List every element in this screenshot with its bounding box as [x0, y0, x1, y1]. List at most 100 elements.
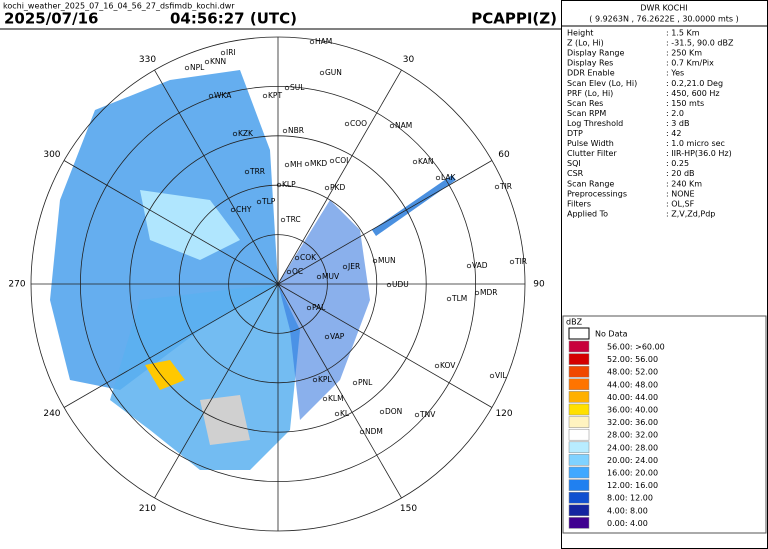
legend-swatch — [568, 441, 590, 454]
parameter-value: : -31.5, 90.0 dBZ — [666, 39, 734, 48]
parameter-value: : 0.2,21.0 Deg — [666, 79, 723, 88]
parameter-key: Preprocessings — [567, 189, 627, 198]
place-label: WKA — [214, 91, 232, 100]
place-label: NPL — [190, 63, 205, 72]
place-label: JER — [347, 262, 360, 271]
echo-area — [110, 284, 300, 470]
place-marker — [489, 373, 495, 379]
place-label: DON — [385, 407, 402, 416]
azimuth-spoke — [277, 283, 493, 408]
place-label: PKD — [330, 183, 345, 192]
legend-swatch — [568, 428, 590, 441]
place-label: UDU — [392, 280, 409, 289]
legend-label: 56.00: >60.00 — [607, 343, 665, 352]
place-marker — [494, 184, 500, 190]
radar-name: DWR KOCHI — [640, 4, 687, 13]
azimuth-spoke — [154, 283, 279, 499]
parameter-value: : 240 Km — [666, 179, 702, 188]
place-label: TLM — [451, 294, 467, 303]
legend-label: 32.00: 36.00 — [607, 418, 658, 427]
parameter-value: : 1.0 micro sec — [666, 139, 725, 148]
radar-location: ( 9.9263N , 76.2622E , 30.0000 mts ) — [589, 15, 738, 24]
place-label: VAP — [330, 332, 345, 341]
place-label: KLM — [328, 394, 344, 403]
parameter-value: : 20 dB — [666, 169, 695, 178]
place-label: GUN — [325, 68, 342, 77]
place-marker — [344, 121, 350, 127]
legend-swatch — [568, 479, 590, 491]
azimuth-label: 30 — [403, 55, 415, 65]
parameter-value: : 0.25 — [666, 159, 689, 168]
place-label: SUL — [290, 83, 305, 92]
place-marker — [309, 39, 315, 45]
parameter-key: Z (Lo, Hi) — [567, 39, 604, 48]
place-label: KNN — [210, 57, 226, 66]
parameter-value: : 3 dB — [666, 119, 689, 128]
legend-label: 28.00: 32.00 — [607, 431, 658, 440]
parameter-key: Filters — [567, 199, 591, 208]
azimuth-label: 120 — [495, 409, 512, 419]
azimuth-spoke — [154, 69, 279, 285]
azimuth-spoke — [63, 283, 279, 408]
date: 2025/07/16 — [4, 10, 98, 28]
parameter-key: Display Res — [567, 59, 613, 68]
place-marker — [474, 290, 480, 296]
legend-swatch — [568, 491, 590, 504]
legend-swatch — [568, 416, 590, 428]
place-label: KOV — [440, 361, 456, 370]
place-label: VAD — [472, 261, 488, 270]
place-label: MUV — [322, 272, 340, 281]
place-label: NDM — [365, 427, 383, 436]
place-marker — [322, 396, 328, 402]
legend-label: 16.00: 20.00 — [607, 469, 658, 478]
legend-swatch — [568, 517, 590, 529]
radar-echoes — [50, 70, 456, 470]
place-label: COO — [350, 119, 367, 128]
parameter-key: CSR — [567, 169, 584, 178]
place-label: KAN — [418, 157, 434, 166]
place-marker — [372, 258, 378, 264]
place-label: MDR — [480, 288, 497, 297]
legend-swatch — [568, 365, 590, 378]
place-marker — [334, 411, 340, 417]
place-marker — [184, 65, 190, 71]
place-label: MKD — [310, 159, 327, 168]
legend-swatch — [568, 403, 590, 416]
legend-label: 4.00: 8.00 — [607, 506, 648, 515]
legend-swatch — [568, 466, 590, 479]
polar-grid: 30 60 90 120 150 210 240 270 300 330 — [8, 36, 545, 532]
parameter-key: SQI — [567, 159, 581, 168]
place-marker — [262, 93, 268, 99]
echo-area — [200, 395, 250, 445]
parameter-value: : NONE — [666, 189, 695, 198]
place-marker — [329, 158, 335, 164]
place-marker — [256, 199, 262, 205]
parameter-value: : 150 mts — [666, 99, 704, 108]
parameter-value: : 1.5 Km — [666, 29, 700, 38]
azimuth-spoke — [277, 160, 493, 285]
place-label: NAM — [395, 121, 412, 130]
place-marker — [359, 429, 365, 435]
place-marker — [324, 334, 330, 340]
place-label: NBR — [288, 126, 304, 135]
place-marker — [386, 282, 392, 288]
place-marker — [284, 162, 290, 168]
place-label: PAL — [312, 303, 326, 312]
place-label: KL — [340, 409, 350, 418]
parameter-value: : 2.0 — [666, 109, 684, 118]
place-label: TIR — [514, 257, 527, 266]
legend-label: 36.00: 40.00 — [607, 406, 658, 415]
place-marker — [509, 259, 515, 265]
place-marker — [286, 269, 292, 275]
place-label: TRC — [285, 215, 301, 224]
place-marker — [414, 412, 420, 418]
place-marker — [230, 207, 236, 213]
place-marker — [306, 305, 312, 311]
place-marker — [342, 264, 348, 270]
place-label: CHY — [236, 205, 252, 214]
place-marker — [284, 85, 290, 91]
legend-swatch — [568, 340, 590, 353]
place-marker — [276, 182, 282, 188]
